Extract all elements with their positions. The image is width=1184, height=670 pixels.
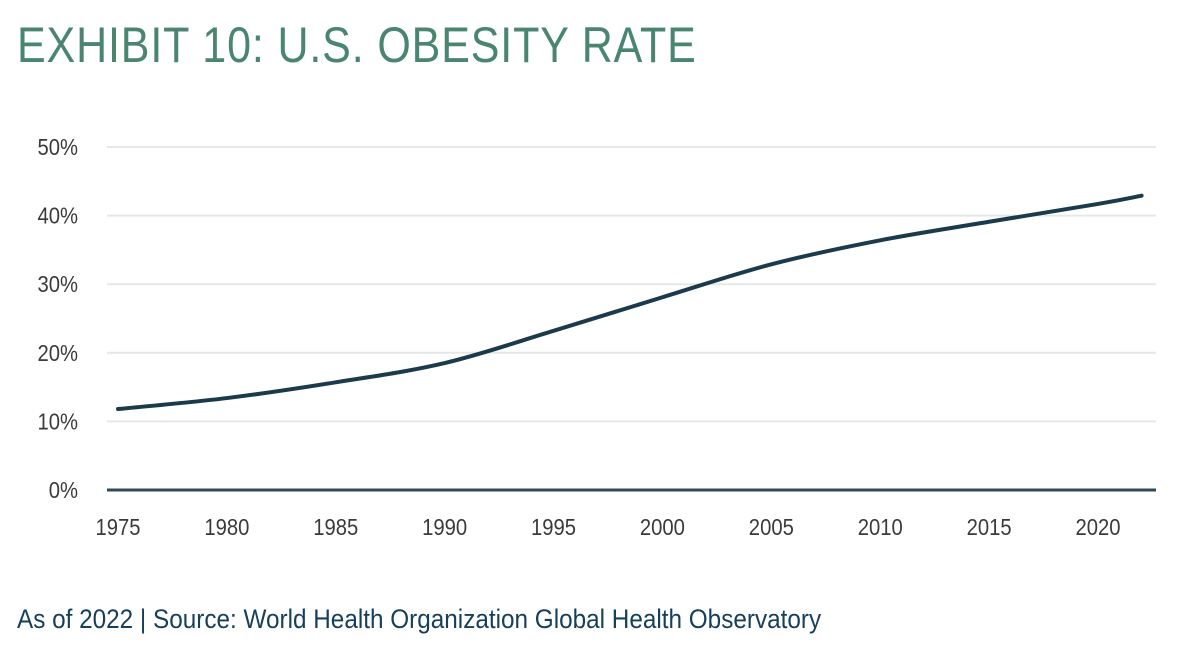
x-tick-label: 2020: [1075, 514, 1120, 541]
x-tick-label: 2015: [967, 514, 1012, 541]
x-tick-label: 1975: [95, 514, 140, 541]
y-tick-label: 20%: [37, 340, 78, 367]
y-tick-label: 40%: [37, 202, 78, 229]
x-tick-label: 1980: [204, 514, 249, 541]
y-tick-label: 30%: [37, 271, 78, 298]
line-chart: 0% 10% 20% 30% 40% 50% 1975 1980 1985 1990 1995 20…: [37, 134, 1156, 541]
series-line-obesity-rate: [116, 193, 1144, 412]
gridlines: [107, 146, 1156, 423]
y-tick-label: 10%: [37, 408, 78, 435]
source-note: As of 2022 | Source: World Health Organi…: [17, 604, 822, 634]
x-tick-label: 1995: [531, 514, 576, 541]
x-tick-label: 2005: [749, 514, 794, 541]
x-tick-label: 2000: [640, 514, 685, 541]
y-axis-ticks: 0% 10% 20% 30% 40% 50%: [37, 134, 78, 504]
y-tick-label: 50%: [37, 134, 78, 161]
chart-title: EXHIBIT 10: U.S. OBESITY RATE: [17, 17, 697, 73]
y-tick-label: 0%: [49, 477, 78, 504]
x-axis-ticks: 1975 1980 1985 1990 1995 2000 2005 2010 2015 2020: [95, 514, 1120, 541]
x-tick-label: 2010: [858, 514, 903, 541]
x-tick-label: 1985: [313, 514, 358, 541]
x-tick-label: 1990: [422, 514, 467, 541]
